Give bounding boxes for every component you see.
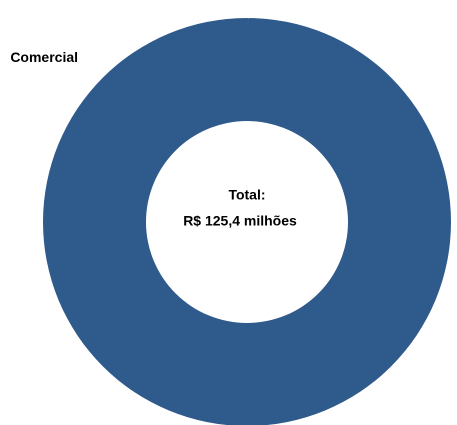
donut-slice [43, 18, 451, 425]
value-label: 100,0% [223, 3, 271, 19]
category-label: Comercial [10, 49, 78, 65]
center-label: R$ 125,4 milhões [183, 213, 297, 229]
center-label: Total: [228, 187, 265, 203]
